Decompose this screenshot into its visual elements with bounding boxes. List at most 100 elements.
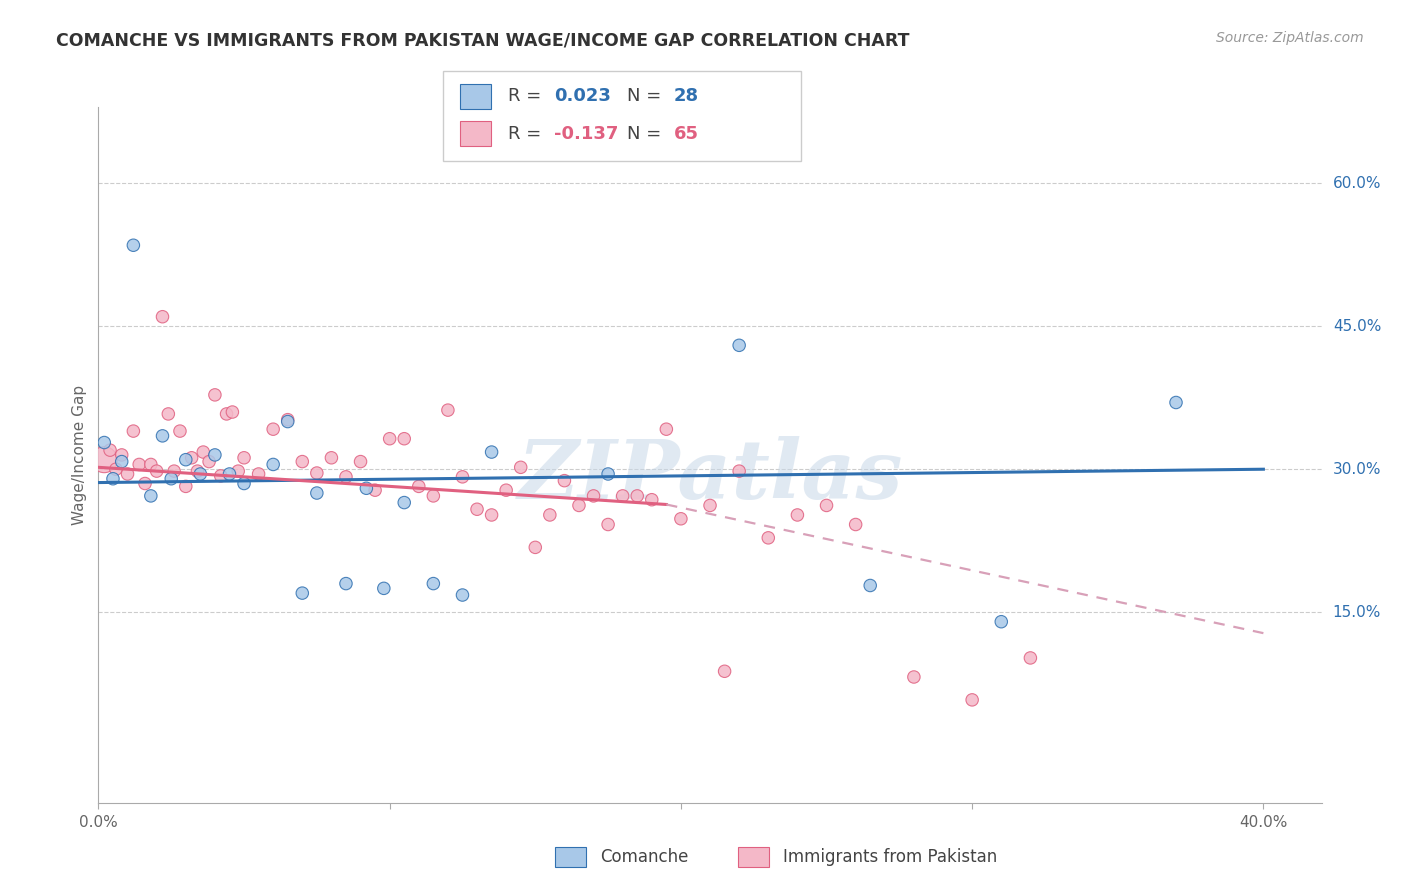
Text: N =: N = <box>627 125 666 143</box>
Point <box>356 481 378 495</box>
Point <box>277 412 299 426</box>
Point <box>596 467 619 481</box>
Text: 45.0%: 45.0% <box>1333 318 1381 334</box>
Point <box>728 338 751 352</box>
Point <box>160 472 183 486</box>
Point <box>122 424 145 438</box>
Point <box>481 445 503 459</box>
Point <box>218 467 240 481</box>
Point <box>582 489 605 503</box>
Point <box>626 489 648 503</box>
Point <box>163 464 186 478</box>
Point <box>169 424 191 438</box>
Point <box>1164 395 1187 409</box>
Point <box>373 582 395 596</box>
Point <box>392 495 416 509</box>
Point <box>728 464 751 478</box>
Point <box>364 483 387 498</box>
Point <box>209 469 232 483</box>
Point <box>226 464 249 478</box>
Point <box>437 403 460 417</box>
Point <box>111 448 134 462</box>
Text: Comanche: Comanche <box>600 848 689 866</box>
Point <box>152 429 174 443</box>
Point <box>524 541 547 555</box>
Point <box>495 483 517 498</box>
Point <box>378 432 401 446</box>
Point <box>98 443 121 458</box>
Point <box>134 476 156 491</box>
Point <box>104 462 127 476</box>
Point <box>145 464 167 478</box>
Point <box>139 489 162 503</box>
Point <box>262 458 284 472</box>
Text: 15.0%: 15.0% <box>1333 605 1381 620</box>
Text: Immigrants from Pakistan: Immigrants from Pakistan <box>783 848 997 866</box>
Point <box>859 578 882 592</box>
Y-axis label: Wage/Income Gap: Wage/Income Gap <box>72 384 87 525</box>
Point <box>139 458 162 472</box>
Point <box>291 454 314 468</box>
Point <box>509 460 531 475</box>
Point <box>152 310 174 324</box>
Point <box>699 499 721 513</box>
Point <box>321 450 343 465</box>
Point <box>262 422 284 436</box>
Point <box>204 388 226 402</box>
Point <box>128 458 150 472</box>
Point <box>198 454 221 468</box>
Point <box>335 470 357 484</box>
Point <box>180 450 202 465</box>
Point <box>122 238 145 252</box>
Point <box>481 508 503 522</box>
Point <box>538 508 561 522</box>
Point <box>188 467 212 481</box>
Text: 60.0%: 60.0% <box>1333 176 1381 191</box>
Point <box>596 517 619 532</box>
Point <box>204 448 226 462</box>
Text: -0.137: -0.137 <box>554 125 619 143</box>
Point <box>101 472 124 486</box>
Point <box>117 467 139 481</box>
Text: N =: N = <box>627 87 666 105</box>
Point <box>157 407 180 421</box>
Text: ZIPatlas: ZIPatlas <box>517 436 903 516</box>
Point <box>451 470 474 484</box>
Point <box>193 445 215 459</box>
Point <box>233 450 256 465</box>
Text: 65: 65 <box>673 125 699 143</box>
Point <box>960 693 983 707</box>
Point <box>1019 651 1042 665</box>
Point <box>221 405 243 419</box>
Point <box>93 452 115 467</box>
Point <box>641 492 664 507</box>
Point <box>233 476 256 491</box>
Point <box>451 588 474 602</box>
Point <box>174 479 197 493</box>
Point <box>174 452 197 467</box>
Point <box>93 435 115 450</box>
Point <box>277 415 299 429</box>
Text: R =: R = <box>508 87 547 105</box>
Point <box>612 489 634 503</box>
Point <box>786 508 808 522</box>
Point <box>305 486 328 500</box>
Point <box>669 512 692 526</box>
Point <box>422 576 444 591</box>
Text: Source: ZipAtlas.com: Source: ZipAtlas.com <box>1216 31 1364 45</box>
Point <box>392 432 416 446</box>
Point <box>713 665 735 679</box>
Point <box>655 422 678 436</box>
Point <box>990 615 1012 629</box>
Text: 30.0%: 30.0% <box>1333 462 1381 476</box>
Point <box>756 531 779 545</box>
Point <box>305 466 328 480</box>
Point <box>815 499 838 513</box>
Point <box>247 467 270 481</box>
Text: 0.023: 0.023 <box>554 87 610 105</box>
Point <box>465 502 488 516</box>
Point <box>422 489 444 503</box>
Point <box>335 576 357 591</box>
Text: R =: R = <box>508 125 547 143</box>
Text: 28: 28 <box>673 87 699 105</box>
